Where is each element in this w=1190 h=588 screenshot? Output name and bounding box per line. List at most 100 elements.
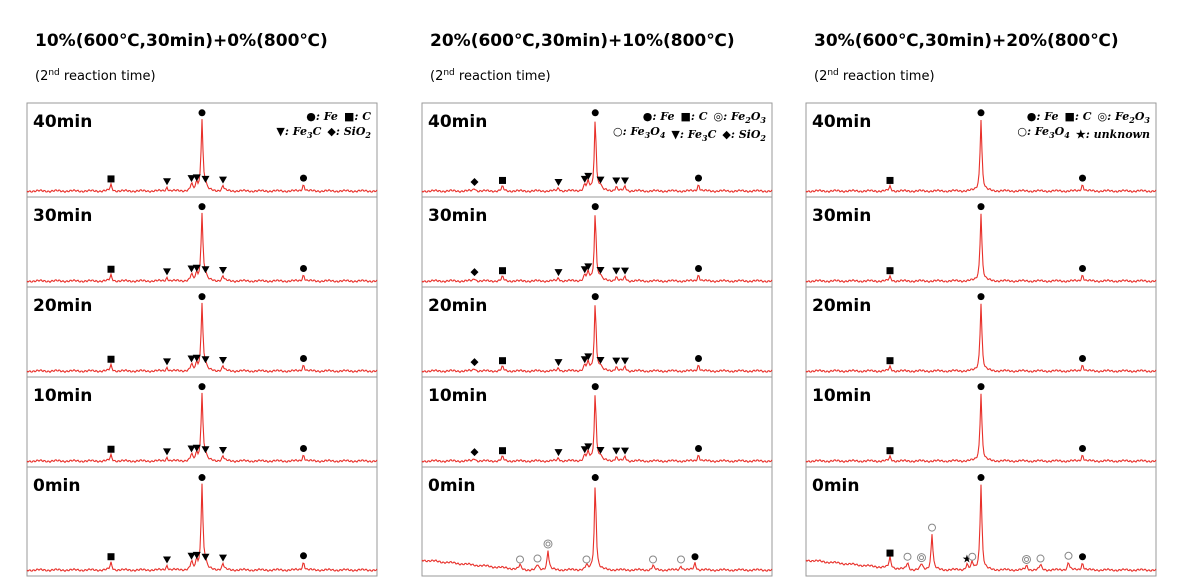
marker-fe3c xyxy=(192,354,201,362)
marker-fe3c xyxy=(163,358,171,366)
marker-fe3c xyxy=(163,178,171,186)
marker-fe3c xyxy=(201,356,210,364)
marker-fe3c xyxy=(187,552,196,560)
marker-fe xyxy=(977,293,985,301)
panel-label: 10min xyxy=(428,386,487,406)
legend-name: C xyxy=(313,125,322,138)
legend-name: Fe xyxy=(323,110,338,123)
marker-fe xyxy=(591,383,599,391)
marker-c xyxy=(886,357,894,365)
xrd-trace xyxy=(26,302,378,374)
legend-symbol: ◆ xyxy=(722,128,731,141)
xrd-panel: 20min xyxy=(421,286,773,378)
marker-fe3o4 xyxy=(1036,554,1045,563)
marker-c xyxy=(499,357,506,365)
marker-fe xyxy=(977,383,985,391)
marker-fe xyxy=(691,553,699,561)
panel-label: 10min xyxy=(812,386,871,406)
marker-fe xyxy=(591,293,599,301)
marker-fe xyxy=(695,265,702,273)
legend-name: 3 xyxy=(702,133,708,143)
legend-sep: : xyxy=(1107,110,1115,123)
marker-fe xyxy=(198,109,206,117)
marker-fe3c xyxy=(201,553,210,561)
marker-fe3c xyxy=(192,551,201,559)
panel-frame xyxy=(26,196,378,288)
legend-name: 2 xyxy=(364,130,371,140)
legend-symbol: ★ xyxy=(1076,128,1086,141)
marker-fe xyxy=(300,445,307,453)
marker-fe3o4 xyxy=(1064,551,1073,560)
legend-symbol: ▼ xyxy=(671,128,680,141)
subtitle-part: reaction time) xyxy=(455,69,551,84)
xrd-panel: 10min xyxy=(26,376,378,468)
marker-c xyxy=(886,549,894,557)
column-subtitle: (2nd reaction time) xyxy=(35,68,156,84)
panel-label: 20min xyxy=(812,296,871,316)
xrd-panel: 20min xyxy=(26,286,378,378)
legend-symbol: ■ xyxy=(680,110,690,123)
marker-fe3o4 xyxy=(968,552,977,561)
marker-fe xyxy=(591,474,599,482)
marker-fe3c xyxy=(621,177,629,185)
legend-name: SiO xyxy=(739,128,761,141)
marker-fe3c xyxy=(187,265,196,273)
xrd-panel: 10min xyxy=(421,376,773,468)
xrd-panel: 0min xyxy=(26,466,378,577)
marker-c xyxy=(499,447,506,455)
panel-frame xyxy=(26,286,378,378)
subtitle-part: nd xyxy=(827,68,838,78)
column-subtitle: (2nd reaction time) xyxy=(814,68,935,84)
marker-c xyxy=(107,175,115,183)
marker-fe3o4 xyxy=(928,523,936,532)
subtitle-part: (2 xyxy=(430,69,443,84)
marker-sio2 xyxy=(470,177,479,186)
marker-fe xyxy=(1079,355,1086,363)
legend-name: 4 xyxy=(1064,130,1070,140)
marker-c xyxy=(107,445,115,453)
marker-fe3c xyxy=(584,353,593,361)
marker-fe3c xyxy=(219,266,227,274)
legend-name: 3 xyxy=(760,115,766,125)
legend-line: ▼: Fe3C ◆: SiO2 xyxy=(276,125,371,140)
marker-fe3c xyxy=(584,172,593,180)
marker-fe xyxy=(198,383,206,391)
legend-name: 2 xyxy=(759,133,766,143)
marker-sio2 xyxy=(470,358,479,367)
marker-fe xyxy=(300,265,307,273)
marker-fe xyxy=(695,445,702,453)
marker-fe xyxy=(198,293,206,301)
legend-name: C xyxy=(699,110,708,123)
xrd-panel: 0min ★ xyxy=(805,466,1157,577)
legend-sep: : xyxy=(1036,110,1044,123)
marker-fe3c xyxy=(612,447,621,455)
legend-line: ●: Fe ■: C xyxy=(306,110,371,123)
xrd-trace xyxy=(805,393,1157,464)
legend-name: 3 xyxy=(1049,130,1055,140)
marker-fe3c xyxy=(621,357,629,365)
marker-fe3c xyxy=(219,554,227,562)
marker-fe3c xyxy=(192,264,201,272)
panel-label: 30min xyxy=(33,206,92,226)
legend-name: C xyxy=(708,128,717,141)
marker-fe3c xyxy=(163,268,171,276)
marker-fe3c xyxy=(580,175,589,183)
panel-label: 20min xyxy=(428,296,487,316)
marker-fe3o4 xyxy=(677,555,685,564)
legend-name: O xyxy=(751,110,761,123)
marker-fe3c xyxy=(584,443,593,451)
xrd-trace xyxy=(805,484,1157,573)
subtitle-part: reaction time) xyxy=(60,69,156,84)
legend-name: C xyxy=(362,110,371,123)
marker-fe xyxy=(300,355,307,363)
marker-c xyxy=(107,553,115,561)
legend-line: ○: Fe3O4 ★: unknown xyxy=(1017,125,1150,141)
marker-fe3c xyxy=(163,556,171,564)
legend-sep: : xyxy=(1075,110,1083,123)
legend-name: O xyxy=(1135,110,1145,123)
xrd-panel: 20min xyxy=(805,286,1157,378)
marker-fe xyxy=(198,203,206,211)
marker-c xyxy=(499,267,506,275)
marker-fe3c xyxy=(612,267,621,275)
